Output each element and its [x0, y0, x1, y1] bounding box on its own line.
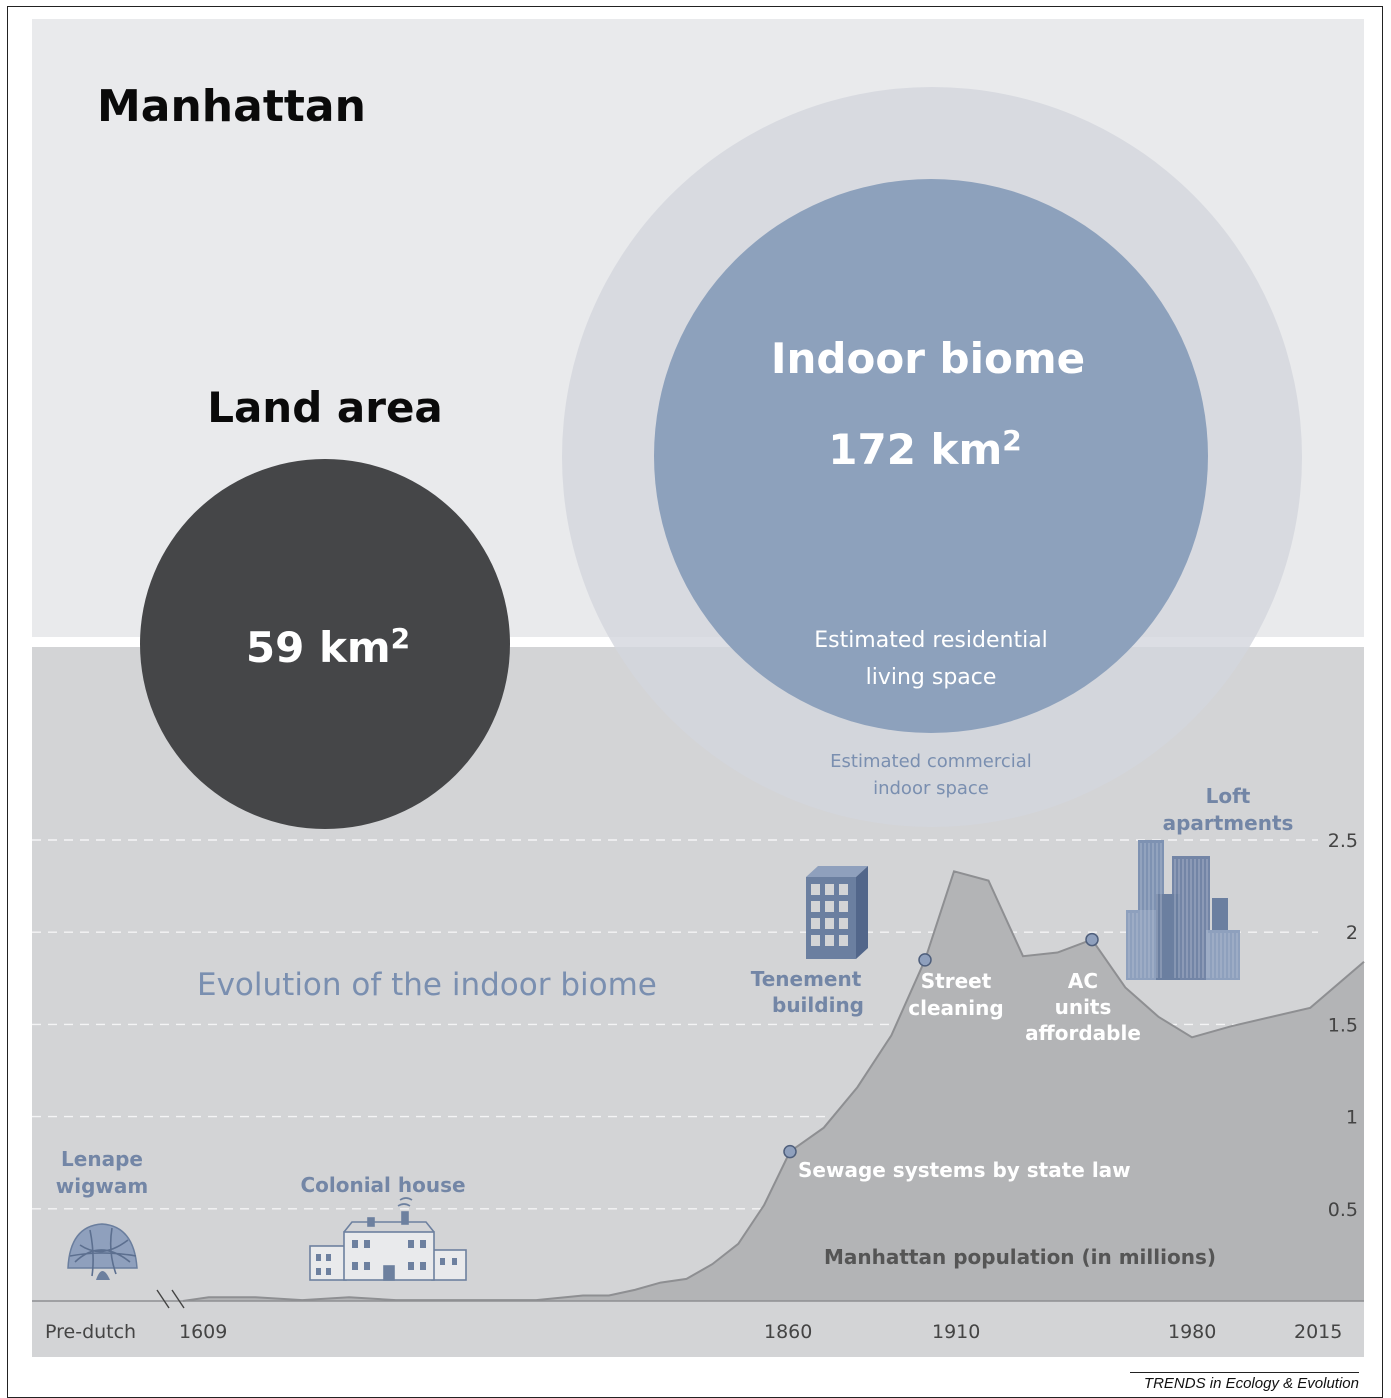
window	[825, 884, 834, 895]
annotation-label-sewage: Sewage systems by state law	[798, 1158, 1131, 1182]
loft-apartments-icon	[1126, 840, 1240, 980]
annotation-label-ac-1: AC	[1068, 969, 1098, 993]
y-tick-label: 2.5	[1328, 830, 1358, 852]
loft-label-2: apartments	[1163, 811, 1294, 835]
y-tick-label: 1.5	[1328, 1014, 1358, 1036]
window	[839, 884, 848, 895]
annotation-label-street-1: Street	[921, 969, 992, 993]
y-tick-label: 1	[1346, 1107, 1358, 1129]
tenement-label-2: building	[772, 993, 864, 1017]
residential-label-2: living space	[866, 665, 997, 690]
residential-space-circle	[654, 179, 1208, 733]
y-tick-label: 2	[1346, 922, 1358, 944]
window	[839, 901, 848, 912]
x-tick-label: 2015	[1294, 1321, 1342, 1343]
evolution-title: Evolution of the indoor biome	[197, 967, 657, 1003]
wigwam-label-2: wigwam	[56, 1174, 148, 1198]
window	[811, 935, 820, 946]
indoor-biome-title: Indoor biome	[771, 334, 1085, 383]
window	[825, 935, 834, 946]
commercial-label-1: Estimated commercial	[830, 751, 1032, 772]
window	[839, 935, 848, 946]
indoor-biome-value: 172 km2	[828, 424, 1021, 474]
annotation-label-ac-2: units	[1055, 995, 1112, 1019]
population-line	[182, 870, 1365, 1302]
window	[839, 918, 848, 929]
y-tick-labels: 0.5 1 1.5 2 2.5	[1328, 830, 1358, 1221]
x-tick-labels: Pre-dutch 1609 1860 1910 1980 2015	[45, 1321, 1342, 1343]
tenement-building-icon	[806, 866, 868, 959]
x-tick-label: 1609	[179, 1321, 227, 1343]
land-area-title: Land area	[207, 383, 443, 432]
window	[811, 901, 820, 912]
colonial-house-icon	[309, 1197, 467, 1281]
x-tick-label: 1910	[932, 1321, 980, 1343]
land-area-value: 59 km2	[246, 622, 410, 672]
colonial-house-label: Colonial house	[300, 1173, 465, 1197]
annotation-label-street-2: cleaning	[908, 996, 1003, 1020]
annotation-marker	[783, 1144, 797, 1159]
annotation-label-ac-3: affordable	[1025, 1021, 1141, 1045]
wigwam-label-1: Lenape	[61, 1147, 143, 1171]
commercial-label-2: indoor space	[873, 778, 989, 799]
wigwam-icon	[67, 1223, 138, 1280]
residential-label-1: Estimated residential	[814, 628, 1048, 653]
x-tick-label: 1860	[764, 1321, 812, 1343]
tenement-label-1: Tenement	[751, 967, 862, 991]
window	[811, 884, 820, 895]
x-tick-label: Pre-dutch	[45, 1321, 136, 1343]
chart-gridlines	[32, 839, 1318, 1210]
axis-break-marks	[156, 1289, 185, 1309]
journal-credit: TRENDS in Ecology & Evolution	[1130, 1372, 1359, 1392]
x-tick-label: 1980	[1168, 1321, 1216, 1343]
land-area-circle	[140, 459, 510, 829]
panel-title: Manhattan	[97, 81, 366, 132]
loft-label-1: Loft	[1206, 784, 1251, 808]
annotation-markers	[783, 932, 1099, 1159]
y-tick-label: 0.5	[1328, 1199, 1358, 1221]
population-area	[183, 871, 1364, 1301]
annotation-marker	[918, 953, 932, 967]
window	[811, 918, 820, 929]
window	[825, 901, 834, 912]
annotation-marker	[1085, 932, 1099, 947]
y-axis-label: Manhattan population (in millions)	[824, 1245, 1216, 1269]
window	[825, 918, 834, 929]
